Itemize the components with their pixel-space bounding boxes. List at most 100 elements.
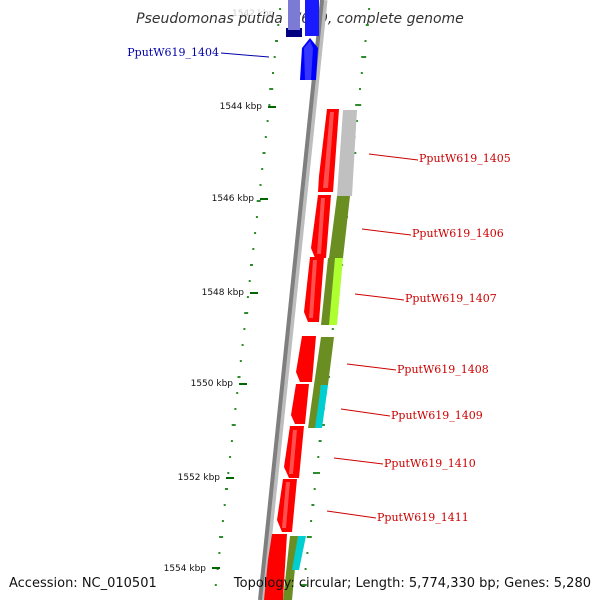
gc-dot [268, 104, 271, 106]
gc-dot [241, 344, 244, 346]
gc-dot [360, 72, 363, 74]
gc-dot [331, 328, 334, 330]
cog-block-next-cyan [292, 536, 306, 570]
leader-line-1409 [340, 408, 391, 417]
gc-dot [364, 40, 367, 42]
gc-dot [266, 120, 269, 122]
gc-dot [218, 552, 221, 554]
gc-dot [306, 536, 312, 538]
leader-line-1405 [368, 153, 419, 161]
gc-dot [239, 360, 242, 362]
reverse-gene-arrow-1404-highlight [304, 41, 313, 80]
gene-highlight-1407 [309, 260, 317, 318]
gc-dot [311, 504, 315, 506]
gene-label-1411: PputW619_1411 [377, 511, 469, 524]
reverse-gene-block-light [288, 0, 300, 30]
gc-dot [318, 440, 322, 442]
gc-dot [300, 584, 307, 586]
gc-dot [236, 392, 239, 394]
scale-label: 1546 kbp [212, 194, 255, 204]
gene-arrow-next [264, 534, 287, 600]
gene-highlight-1411 [282, 482, 290, 528]
gc-dot [279, 8, 282, 10]
faded-scale-label: 1542 kbp [232, 9, 275, 19]
gene-label-1409: PputW619_1409 [391, 409, 483, 422]
gc-dot [246, 296, 249, 298]
gc-dot [261, 168, 264, 170]
gc-dot [244, 312, 249, 314]
gc-dot [275, 40, 278, 42]
gc-dot [317, 456, 320, 458]
genome-summary-text: Topology: circular; Length: 5,774,330 bp… [233, 576, 591, 591]
gc-dot [229, 456, 232, 458]
gc-dot [221, 520, 224, 522]
gc-dot [231, 424, 236, 426]
cog-block-1407-lime [329, 258, 343, 325]
gc-dot [306, 552, 309, 554]
leader-line-1411 [326, 510, 377, 519]
cog-block-1409-cyan [315, 385, 328, 428]
gc-dot [250, 264, 253, 266]
gc-dot [264, 136, 267, 138]
gc-dot [365, 24, 369, 26]
scale-label: 1544 kbp [220, 102, 263, 112]
gene-labels: PputW619_1404 PputW619_1405 PputW619_140… [127, 46, 511, 524]
gc-dot [214, 584, 217, 586]
gene-highlight-1405 [323, 112, 334, 188]
cog-block-next-olive [283, 536, 298, 600]
gc-dot [243, 328, 246, 330]
cog-block-1409-olive [308, 385, 321, 428]
cog-block-1407-olive [321, 258, 336, 325]
gc-dot [234, 408, 237, 410]
gc-dot [237, 376, 241, 378]
leader-line-1404 [220, 52, 270, 58]
gc-dot [227, 472, 230, 474]
forward-gene-arrows [264, 109, 339, 600]
gene-label-1405: PputW619_1405 [419, 152, 511, 165]
gc-dot [252, 248, 255, 250]
gene-arrow-1408 [296, 336, 316, 382]
gc-dot [230, 440, 233, 442]
gc-dot [310, 520, 313, 522]
gene-arrow-1409 [291, 384, 309, 424]
scale-label: 1554 kbp [164, 564, 207, 574]
gc-dot [223, 504, 226, 506]
leader-line-1410 [333, 457, 384, 465]
gene-highlight-1410 [289, 430, 297, 474]
gene-highlight-1406 [317, 198, 325, 254]
gene-label-1407: PputW619_1407 [405, 292, 497, 305]
gc-dot [273, 56, 276, 58]
gc-dot [355, 104, 362, 106]
leader-line-1406 [361, 228, 412, 236]
leader-line-1408 [346, 363, 397, 371]
gc-dot [368, 8, 371, 10]
gc-dot [313, 472, 320, 474]
gc-skew-track-inner [214, 8, 282, 586]
leader-line-1407 [354, 293, 405, 301]
gc-dot [277, 24, 280, 26]
gc-dot [248, 280, 251, 282]
gc-dot [304, 568, 307, 570]
backbone-line [258, 0, 324, 600]
gc-dot [225, 488, 228, 490]
cog-category-track [283, 110, 357, 600]
gc-dot [313, 488, 316, 490]
cog-block-1408 [314, 337, 334, 385]
gene-label-1406: PputW619_1406 [412, 227, 504, 240]
cog-block-1405 [337, 110, 357, 196]
gc-dot [256, 200, 261, 202]
scale-label: 1548 kbp [202, 288, 245, 298]
gc-dot [359, 88, 361, 90]
accession-text: Accession: NC_010501 [9, 576, 157, 591]
gc-dot [272, 72, 274, 74]
gc-dot [254, 232, 257, 234]
cog-block-1406 [329, 196, 350, 258]
gc-dot [255, 216, 258, 218]
gene-label-1404: PputW619_1404 [127, 46, 219, 59]
reverse-gene-block-dark [286, 28, 302, 37]
gc-dot [259, 184, 262, 186]
gc-dot [361, 56, 367, 58]
reverse-gene-block-top [305, 0, 319, 36]
gc-dot [269, 88, 274, 90]
